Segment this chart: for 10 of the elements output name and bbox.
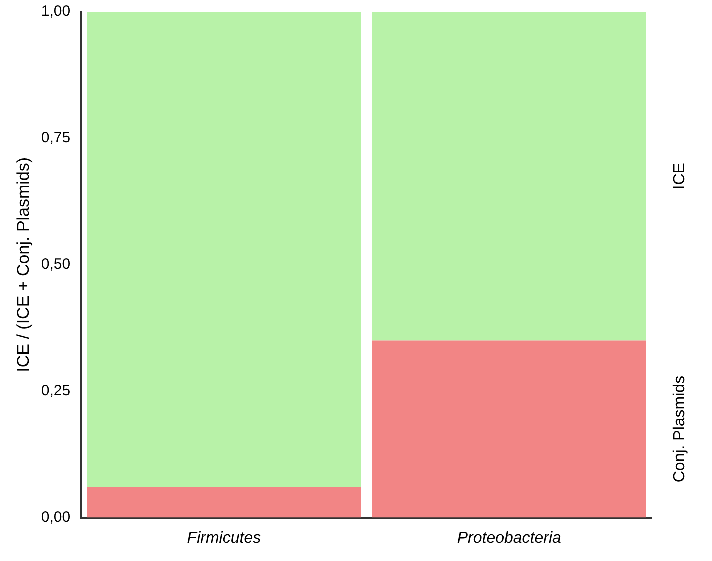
y-tick-label: 1,00 xyxy=(41,3,71,20)
y-tick-label: 0,50 xyxy=(41,256,71,274)
y-axis-title: ICE / (ICE + Conj. Plasmids) xyxy=(14,157,33,372)
y-tick-label: 0,00 xyxy=(41,508,71,526)
x-tick-label: Proteobacteria xyxy=(457,530,562,547)
y-tick-label: 0,25 xyxy=(41,382,71,400)
y-tick-label: 0,75 xyxy=(41,130,71,147)
text: Conj. Plasmids xyxy=(671,376,688,483)
x-tick-label: Firmicutes xyxy=(187,530,262,547)
text: ICE xyxy=(671,163,688,190)
